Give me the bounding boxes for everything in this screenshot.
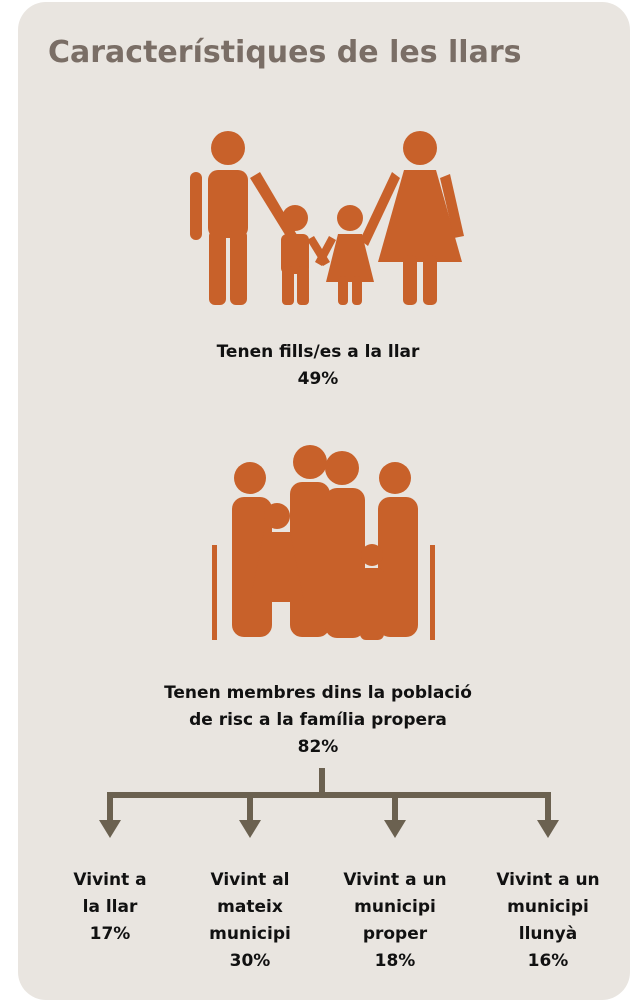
- risk-label-line: de risc a la família propera: [189, 710, 447, 730]
- title: Característiques de les llars: [48, 35, 521, 70]
- extended-family-icon: [212, 445, 435, 640]
- branch-label-line: llunyà: [519, 924, 577, 944]
- branch-label-line: municipi: [354, 897, 436, 917]
- branch-value: 16%: [528, 951, 569, 971]
- children-label: Tenen fills/es a la llar: [217, 342, 420, 362]
- arrow: [239, 820, 261, 838]
- arrow: [537, 820, 559, 838]
- arrow: [384, 820, 406, 838]
- tree-lines: [107, 768, 551, 822]
- family-icon: [190, 131, 464, 305]
- children-value: 49%: [298, 369, 339, 389]
- branch-label-line: Vivint a un: [343, 870, 446, 890]
- branch-value: 30%: [230, 951, 271, 971]
- risk-label-line: Tenen membres dins la població: [164, 683, 472, 703]
- branch-label-line: Vivint a un: [496, 870, 599, 890]
- branch-value: 17%: [90, 924, 131, 944]
- branches: Vivint a la llar 17% Vivint al mateix municip…: [73, 870, 599, 971]
- branch-label-line: municipi: [209, 924, 291, 944]
- branch-label-line: municipi: [507, 897, 589, 917]
- risk-value: 82%: [298, 737, 339, 757]
- branch-label-line: Vivint a: [73, 870, 146, 890]
- branch-label-line: proper: [363, 924, 428, 944]
- arrow: [99, 820, 121, 838]
- tree: [99, 768, 559, 838]
- branch-label-line: la llar: [83, 897, 138, 917]
- branch-value: 18%: [375, 951, 416, 971]
- branch-label-line: Vivint al: [210, 870, 289, 890]
- risk-text: Tenen membres dins la població de risc a…: [164, 683, 472, 757]
- branch-label-line: mateix: [217, 897, 283, 917]
